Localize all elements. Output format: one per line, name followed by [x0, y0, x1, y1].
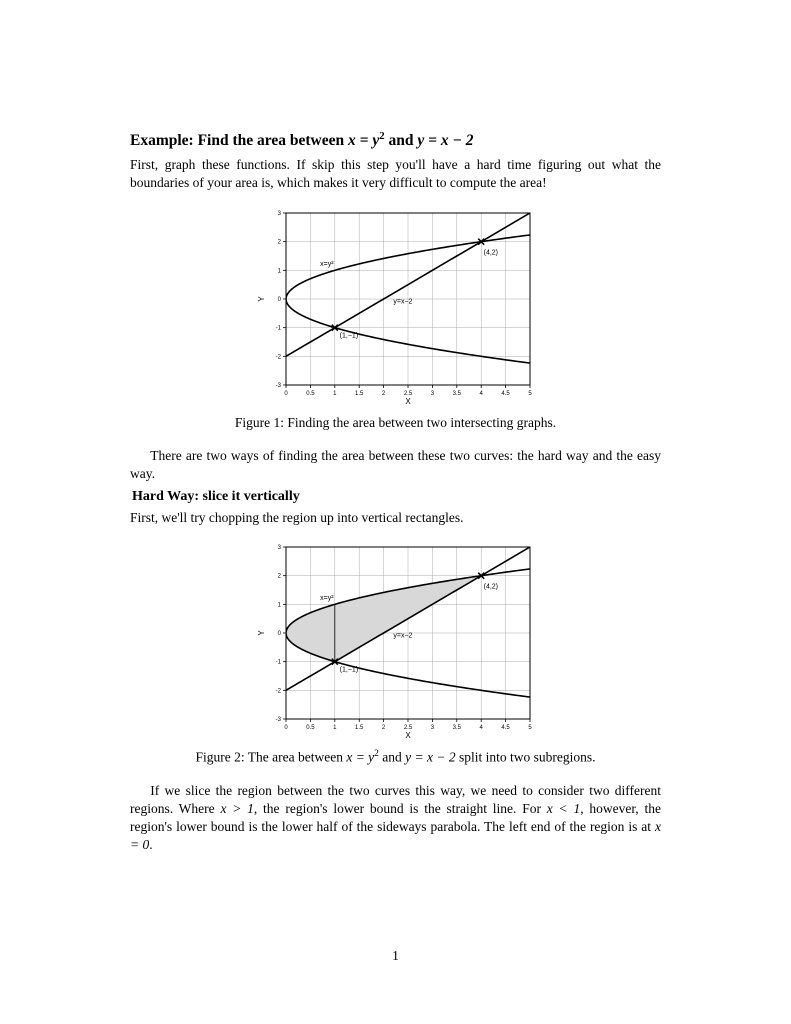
- svg-text:4: 4: [479, 725, 483, 731]
- page-title: Example: Find the area between x = y2 an…: [130, 130, 661, 150]
- paragraph-3: First, we'll try chopping the region up …: [130, 509, 661, 527]
- p4-m2: x < 1: [547, 801, 580, 816]
- svg-text:-3: -3: [275, 717, 281, 723]
- figure-1: 00.511.522.533.544.55-3-2-10123XYx=y²y=x…: [130, 207, 661, 407]
- figure-2-caption: Figure 2: The area between x = y2 and y …: [130, 749, 661, 766]
- svg-text:0: 0: [284, 725, 288, 731]
- svg-text:5: 5: [528, 391, 532, 397]
- svg-text:1: 1: [277, 603, 281, 609]
- page-number: 1: [0, 948, 791, 964]
- svg-text:3: 3: [277, 545, 281, 551]
- svg-text:5: 5: [528, 725, 532, 731]
- svg-text:0: 0: [277, 297, 281, 303]
- svg-text:1: 1: [333, 725, 337, 731]
- fig2-m1: x = y: [346, 750, 374, 765]
- svg-text:-3: -3: [275, 383, 281, 389]
- svg-text:1.5: 1.5: [355, 391, 364, 397]
- title-and: and: [385, 132, 418, 149]
- svg-text:-2: -2: [275, 689, 281, 695]
- svg-text:x=y²: x=y²: [320, 595, 334, 602]
- svg-text:2: 2: [381, 391, 385, 397]
- svg-text:1.5: 1.5: [355, 725, 364, 731]
- p4-m1: x > 1: [220, 801, 253, 816]
- svg-text:Y: Y: [257, 630, 266, 636]
- figure-1-caption: Figure 1: Finding the area between two i…: [130, 415, 661, 431]
- svg-text:(4,2): (4,2): [483, 584, 497, 591]
- chart-1: 00.511.522.533.544.55-3-2-10123XYx=y²y=x…: [256, 207, 536, 407]
- page: Example: Find the area between x = y 2 an…: [0, 0, 791, 1024]
- fig2-mid: and: [379, 750, 405, 765]
- svg-text:1: 1: [277, 268, 281, 274]
- svg-text:-2: -2: [275, 354, 281, 360]
- chart-2: 00.511.522.533.544.55-3-2-10123XYx=y²y=x…: [256, 541, 536, 741]
- svg-text:2: 2: [277, 239, 281, 245]
- paragraph-4: If we slice the region between the two c…: [130, 782, 661, 855]
- p4-d: .: [149, 837, 152, 852]
- svg-text:(1,−1): (1,−1): [339, 667, 357, 674]
- svg-text:3: 3: [277, 211, 281, 217]
- svg-text:2: 2: [381, 725, 385, 731]
- svg-text:4.5: 4.5: [501, 391, 510, 397]
- title-eq1: x = y: [348, 132, 379, 149]
- svg-text:x=y²: x=y²: [320, 261, 334, 268]
- svg-text:2: 2: [277, 574, 281, 580]
- title-eq2: y = x − 2: [417, 132, 473, 149]
- svg-text:(4,2): (4,2): [483, 249, 497, 256]
- paragraph-2: There are two ways of finding the area b…: [130, 447, 661, 483]
- svg-text:0: 0: [277, 631, 281, 637]
- svg-text:Y: Y: [257, 295, 266, 301]
- svg-text:3: 3: [430, 725, 434, 731]
- svg-text:4: 4: [479, 391, 483, 397]
- fig2-pre: Figure 2: The area between: [196, 750, 347, 765]
- svg-text:X: X: [405, 397, 411, 406]
- p4-b: , the region's lower bound is the straig…: [254, 801, 547, 816]
- svg-text:y=x−2: y=x−2: [393, 633, 412, 640]
- svg-text:X: X: [405, 731, 411, 740]
- svg-text:3.5: 3.5: [452, 391, 461, 397]
- fig2-post: split into two subregions.: [456, 750, 596, 765]
- fig2-m2: y = x − 2: [405, 750, 455, 765]
- svg-text:1: 1: [333, 391, 337, 397]
- svg-text:0: 0: [284, 391, 288, 397]
- svg-text:-1: -1: [275, 325, 281, 331]
- svg-text:3.5: 3.5: [452, 725, 461, 731]
- svg-text:0.5: 0.5: [306, 725, 315, 731]
- svg-text:(1,−1): (1,−1): [339, 332, 357, 339]
- svg-text:y=x−2: y=x−2: [393, 298, 412, 305]
- svg-text:0.5: 0.5: [306, 391, 315, 397]
- figure-2: 00.511.522.533.544.55-3-2-10123XYx=y²y=x…: [130, 541, 661, 741]
- title-prefix: Example: Find the area between: [130, 132, 348, 149]
- paragraph-1: First, graph these functions. If skip th…: [130, 156, 661, 192]
- svg-text:4.5: 4.5: [501, 725, 510, 731]
- subheading-hard-way: Hard Way: slice it vertically: [132, 489, 661, 505]
- svg-text:3: 3: [430, 391, 434, 397]
- svg-text:-1: -1: [275, 660, 281, 666]
